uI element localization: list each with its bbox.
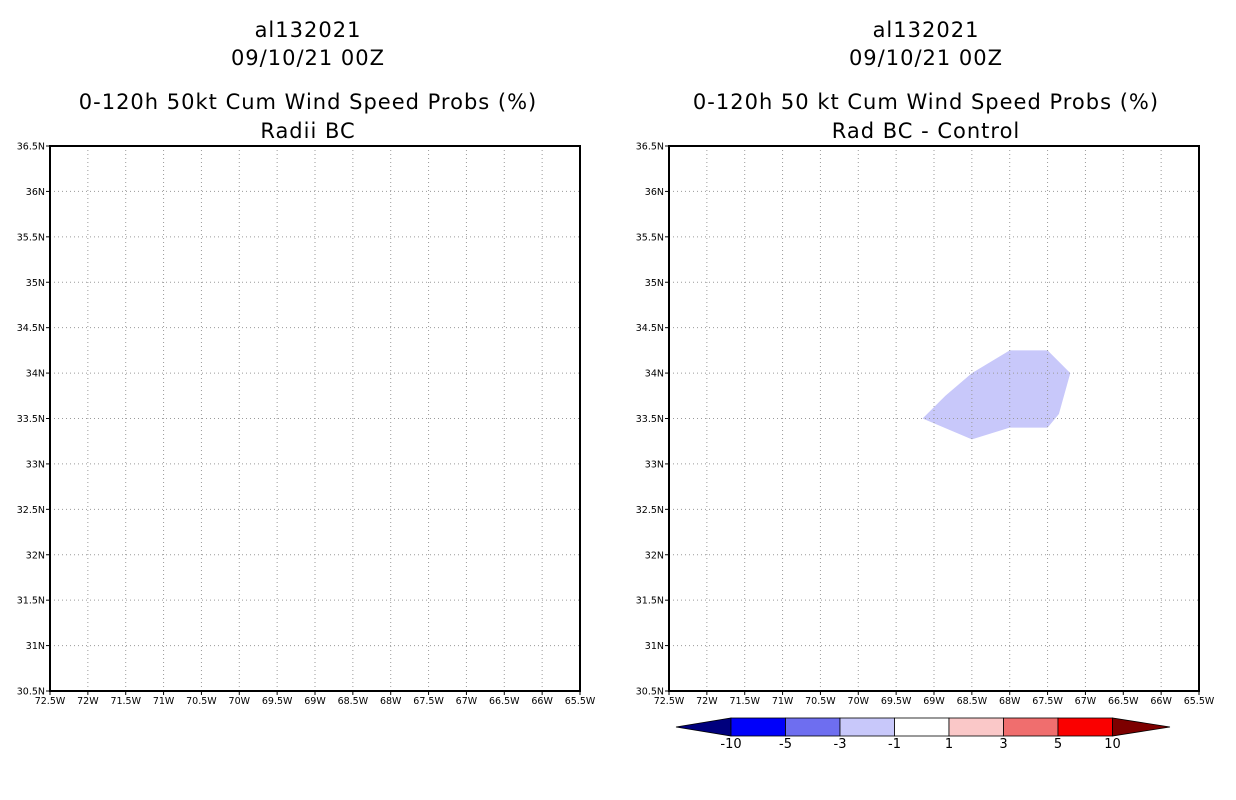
lat-tick-label: 34N — [645, 369, 664, 380]
difference-region — [922, 350, 1071, 440]
colorbar: -10 -5 -3 -1 1 3 5 10 — [675, 717, 1171, 752]
colorbar-swatch — [948, 717, 1004, 737]
lon-tick-label: 70.5W — [186, 696, 217, 707]
lon-tick-label: 69W — [304, 696, 326, 707]
lat-tick-label: 35.5N — [17, 232, 45, 243]
colorbar-swatch — [1057, 717, 1113, 737]
lon-tick-label: 67.5W — [413, 696, 444, 707]
lon-tick-label: 70.5W — [805, 696, 836, 707]
colorbar-label: 10 — [1104, 737, 1121, 752]
lon-tick-label: 68.5W — [338, 696, 369, 707]
lon-tick-label: 69.5W — [881, 696, 912, 707]
lat-tick-label: 36N — [26, 187, 45, 198]
lat-tick-label: 32.5N — [636, 505, 664, 516]
left-subtitle: Radii BC — [260, 119, 356, 143]
right-map-panel: 72.5W 72W 71.5W 71W 70.5W 70W 69.5W 69W 68.5W 68W… — [636, 142, 1215, 708]
lat-tick-label: 32N — [26, 550, 45, 561]
colorbar-swatch — [730, 717, 786, 737]
lon-tick-label: 72W — [696, 696, 718, 707]
lon-tick-label: 71.5W — [729, 696, 760, 707]
lat-tick-label: 31.5N — [17, 596, 45, 607]
lat-tick-label: 33.5N — [636, 414, 664, 425]
lat-tick-label: 34.5N — [636, 323, 664, 334]
lat-tick-label: 31N — [645, 641, 664, 652]
colorbar-swatch — [839, 717, 895, 737]
lat-tick-label: 31N — [26, 641, 45, 652]
colorbar-label: -10 — [720, 737, 741, 752]
lon-tick-label: 68W — [999, 696, 1021, 707]
lon-tick-label: 69W — [923, 696, 945, 707]
colorbar-swatch — [785, 717, 841, 737]
colorbar-label: -1 — [888, 737, 901, 752]
right-storm-id: al132021 — [872, 18, 980, 42]
lon-tick-label: 72.5W — [654, 696, 685, 707]
lat-tick-label: 34.5N — [17, 323, 45, 334]
colorbar-label: 5 — [1054, 737, 1062, 752]
lat-tick-label: 36.5N — [17, 142, 45, 153]
lat-tick-label: 35N — [645, 278, 664, 289]
lat-tick-label: 36N — [645, 187, 664, 198]
lon-tick-label: 67W — [456, 696, 478, 707]
lat-tick-label: 33N — [26, 459, 45, 470]
lon-tick-label: 71W — [153, 696, 175, 707]
lon-tick-label: 66.5W — [1108, 696, 1139, 707]
lon-tick-label: 69.5W — [262, 696, 293, 707]
left-storm-id: al132021 — [254, 18, 362, 42]
left-product-title: 0-120h 50kt Cum Wind Speed Probs (%) — [78, 90, 538, 114]
colorbar-under-arrow — [675, 717, 732, 737]
lat-tick-label: 30.5N — [636, 687, 664, 698]
lon-tick-label: 71.5W — [110, 696, 141, 707]
lon-tick-label: 70W — [848, 696, 870, 707]
lon-tick-label: 66W — [1150, 696, 1172, 707]
right-product-title: 0-120h 50 kt Cum Wind Speed Probs (%) — [692, 90, 1160, 114]
lon-tick-label: 71W — [772, 696, 794, 707]
left-datetime: 09/10/21 00Z — [230, 46, 386, 70]
lon-tick-label: 67.5W — [1032, 696, 1063, 707]
lat-tick-label: 35.5N — [636, 232, 664, 243]
right-subtitle: Rad BC - Control — [831, 119, 1021, 143]
lon-tick-label: 67W — [1075, 696, 1097, 707]
lat-tick-label: 32N — [645, 550, 664, 561]
lat-tick-label: 33.5N — [17, 414, 45, 425]
lon-tick-label: 66.5W — [489, 696, 520, 707]
lon-tick-label: 65.5W — [1184, 696, 1215, 707]
left-map-panel: 72.5W 72W 71.5W 71W 70.5W 70W 69.5W 69W 68.5W 68W… — [17, 142, 596, 708]
right-datetime: 09/10/21 00Z — [848, 46, 1004, 70]
lat-tick-label: 32.5N — [17, 505, 45, 516]
lat-tick-label: 31.5N — [636, 596, 664, 607]
lat-tick-label: 34N — [26, 369, 45, 380]
colorbar-swatch — [894, 717, 950, 737]
lon-tick-label: 72W — [77, 696, 99, 707]
lon-tick-label: 72.5W — [35, 696, 66, 707]
colorbar-label: -5 — [779, 737, 792, 752]
lon-tick-label: 68.5W — [957, 696, 988, 707]
colorbar-over-arrow — [1112, 717, 1171, 737]
lon-tick-label: 65.5W — [565, 696, 596, 707]
colorbar-swatch — [1003, 717, 1059, 737]
lat-tick-label: 36.5N — [636, 142, 664, 153]
lon-tick-label: 68W — [380, 696, 402, 707]
lon-tick-label: 70W — [229, 696, 251, 707]
colorbar-label: -3 — [834, 737, 847, 752]
lat-tick-label: 35N — [26, 278, 45, 289]
colorbar-label: 1 — [945, 737, 953, 752]
colorbar-label: 3 — [999, 737, 1007, 752]
lat-tick-label: 30.5N — [17, 687, 45, 698]
lat-tick-label: 33N — [645, 459, 664, 470]
lon-tick-label: 66W — [531, 696, 553, 707]
